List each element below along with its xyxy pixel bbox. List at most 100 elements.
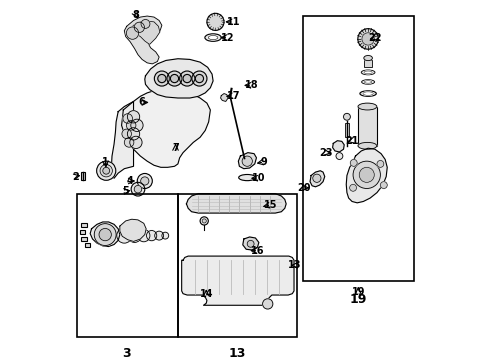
Circle shape — [179, 71, 194, 86]
Circle shape — [141, 177, 148, 185]
Bar — [81, 237, 86, 241]
Ellipse shape — [208, 36, 218, 40]
Text: 13: 13 — [228, 347, 246, 360]
Circle shape — [200, 217, 208, 225]
Circle shape — [146, 230, 157, 241]
Circle shape — [195, 75, 203, 83]
Ellipse shape — [363, 71, 371, 74]
Circle shape — [126, 27, 139, 39]
Ellipse shape — [361, 70, 374, 75]
Ellipse shape — [357, 143, 376, 149]
Polygon shape — [122, 90, 210, 167]
Text: 15: 15 — [264, 200, 277, 210]
Circle shape — [122, 129, 131, 139]
Polygon shape — [220, 94, 227, 102]
Text: 21: 21 — [345, 136, 358, 146]
Circle shape — [134, 22, 144, 32]
Polygon shape — [144, 59, 213, 98]
Circle shape — [343, 113, 349, 120]
Polygon shape — [238, 153, 256, 169]
Text: 11: 11 — [226, 17, 240, 27]
Text: 20: 20 — [297, 183, 310, 193]
Polygon shape — [243, 237, 258, 250]
Ellipse shape — [357, 103, 376, 110]
Circle shape — [349, 184, 356, 191]
Text: 19: 19 — [349, 293, 366, 306]
Text: 1: 1 — [102, 157, 109, 167]
Text: 19: 19 — [351, 287, 364, 297]
Circle shape — [170, 75, 178, 83]
Circle shape — [134, 185, 142, 193]
Polygon shape — [332, 141, 344, 152]
Text: 10: 10 — [252, 173, 265, 183]
Bar — [84, 243, 90, 247]
Circle shape — [130, 119, 143, 131]
Circle shape — [357, 29, 378, 49]
Bar — [357, 107, 376, 146]
Bar — [178, 194, 297, 337]
Circle shape — [129, 136, 142, 149]
Bar — [81, 172, 85, 180]
Circle shape — [183, 75, 191, 83]
Text: 4: 4 — [126, 176, 133, 186]
Polygon shape — [309, 171, 324, 187]
Text: 16: 16 — [251, 246, 264, 256]
Circle shape — [137, 174, 152, 189]
Circle shape — [312, 174, 320, 183]
Text: 14: 14 — [199, 289, 213, 300]
Text: 7: 7 — [172, 143, 179, 153]
Text: 5: 5 — [122, 186, 129, 196]
Circle shape — [117, 228, 132, 243]
Circle shape — [206, 13, 224, 30]
Circle shape — [154, 231, 163, 240]
Text: 8: 8 — [133, 10, 140, 20]
Bar — [303, 16, 413, 281]
Ellipse shape — [238, 175, 255, 181]
Circle shape — [137, 229, 150, 242]
Polygon shape — [346, 148, 386, 203]
Circle shape — [247, 240, 254, 247]
Text: 17: 17 — [226, 91, 240, 100]
Polygon shape — [120, 219, 146, 242]
Text: 12: 12 — [221, 32, 234, 42]
Circle shape — [154, 71, 169, 86]
Text: 22: 22 — [367, 32, 381, 42]
Circle shape — [262, 299, 272, 309]
Text: 13: 13 — [288, 260, 301, 270]
Circle shape — [376, 161, 383, 167]
Text: 18: 18 — [244, 80, 258, 90]
Ellipse shape — [359, 91, 376, 96]
Text: 2: 2 — [72, 172, 79, 181]
Circle shape — [158, 75, 165, 83]
Text: 9: 9 — [261, 157, 267, 167]
Circle shape — [124, 138, 134, 147]
Polygon shape — [124, 16, 162, 64]
Ellipse shape — [204, 34, 221, 41]
Circle shape — [335, 153, 342, 159]
Circle shape — [102, 167, 109, 174]
Bar — [77, 194, 178, 337]
Circle shape — [162, 232, 168, 239]
Bar — [363, 60, 371, 67]
Bar — [80, 230, 85, 234]
Polygon shape — [90, 222, 120, 247]
Circle shape — [359, 167, 373, 183]
Circle shape — [166, 71, 182, 86]
Circle shape — [122, 114, 132, 123]
Circle shape — [126, 121, 136, 130]
Text: 6: 6 — [139, 98, 145, 107]
Circle shape — [127, 229, 141, 242]
Bar — [344, 123, 348, 136]
Circle shape — [242, 156, 252, 166]
Circle shape — [202, 219, 206, 223]
Circle shape — [380, 182, 386, 189]
Polygon shape — [182, 256, 293, 305]
Ellipse shape — [362, 92, 372, 95]
Text: 3: 3 — [122, 347, 131, 360]
Circle shape — [94, 224, 116, 246]
Ellipse shape — [364, 81, 371, 83]
Circle shape — [141, 19, 150, 28]
Polygon shape — [129, 21, 160, 44]
Circle shape — [100, 165, 112, 177]
Circle shape — [127, 128, 140, 140]
